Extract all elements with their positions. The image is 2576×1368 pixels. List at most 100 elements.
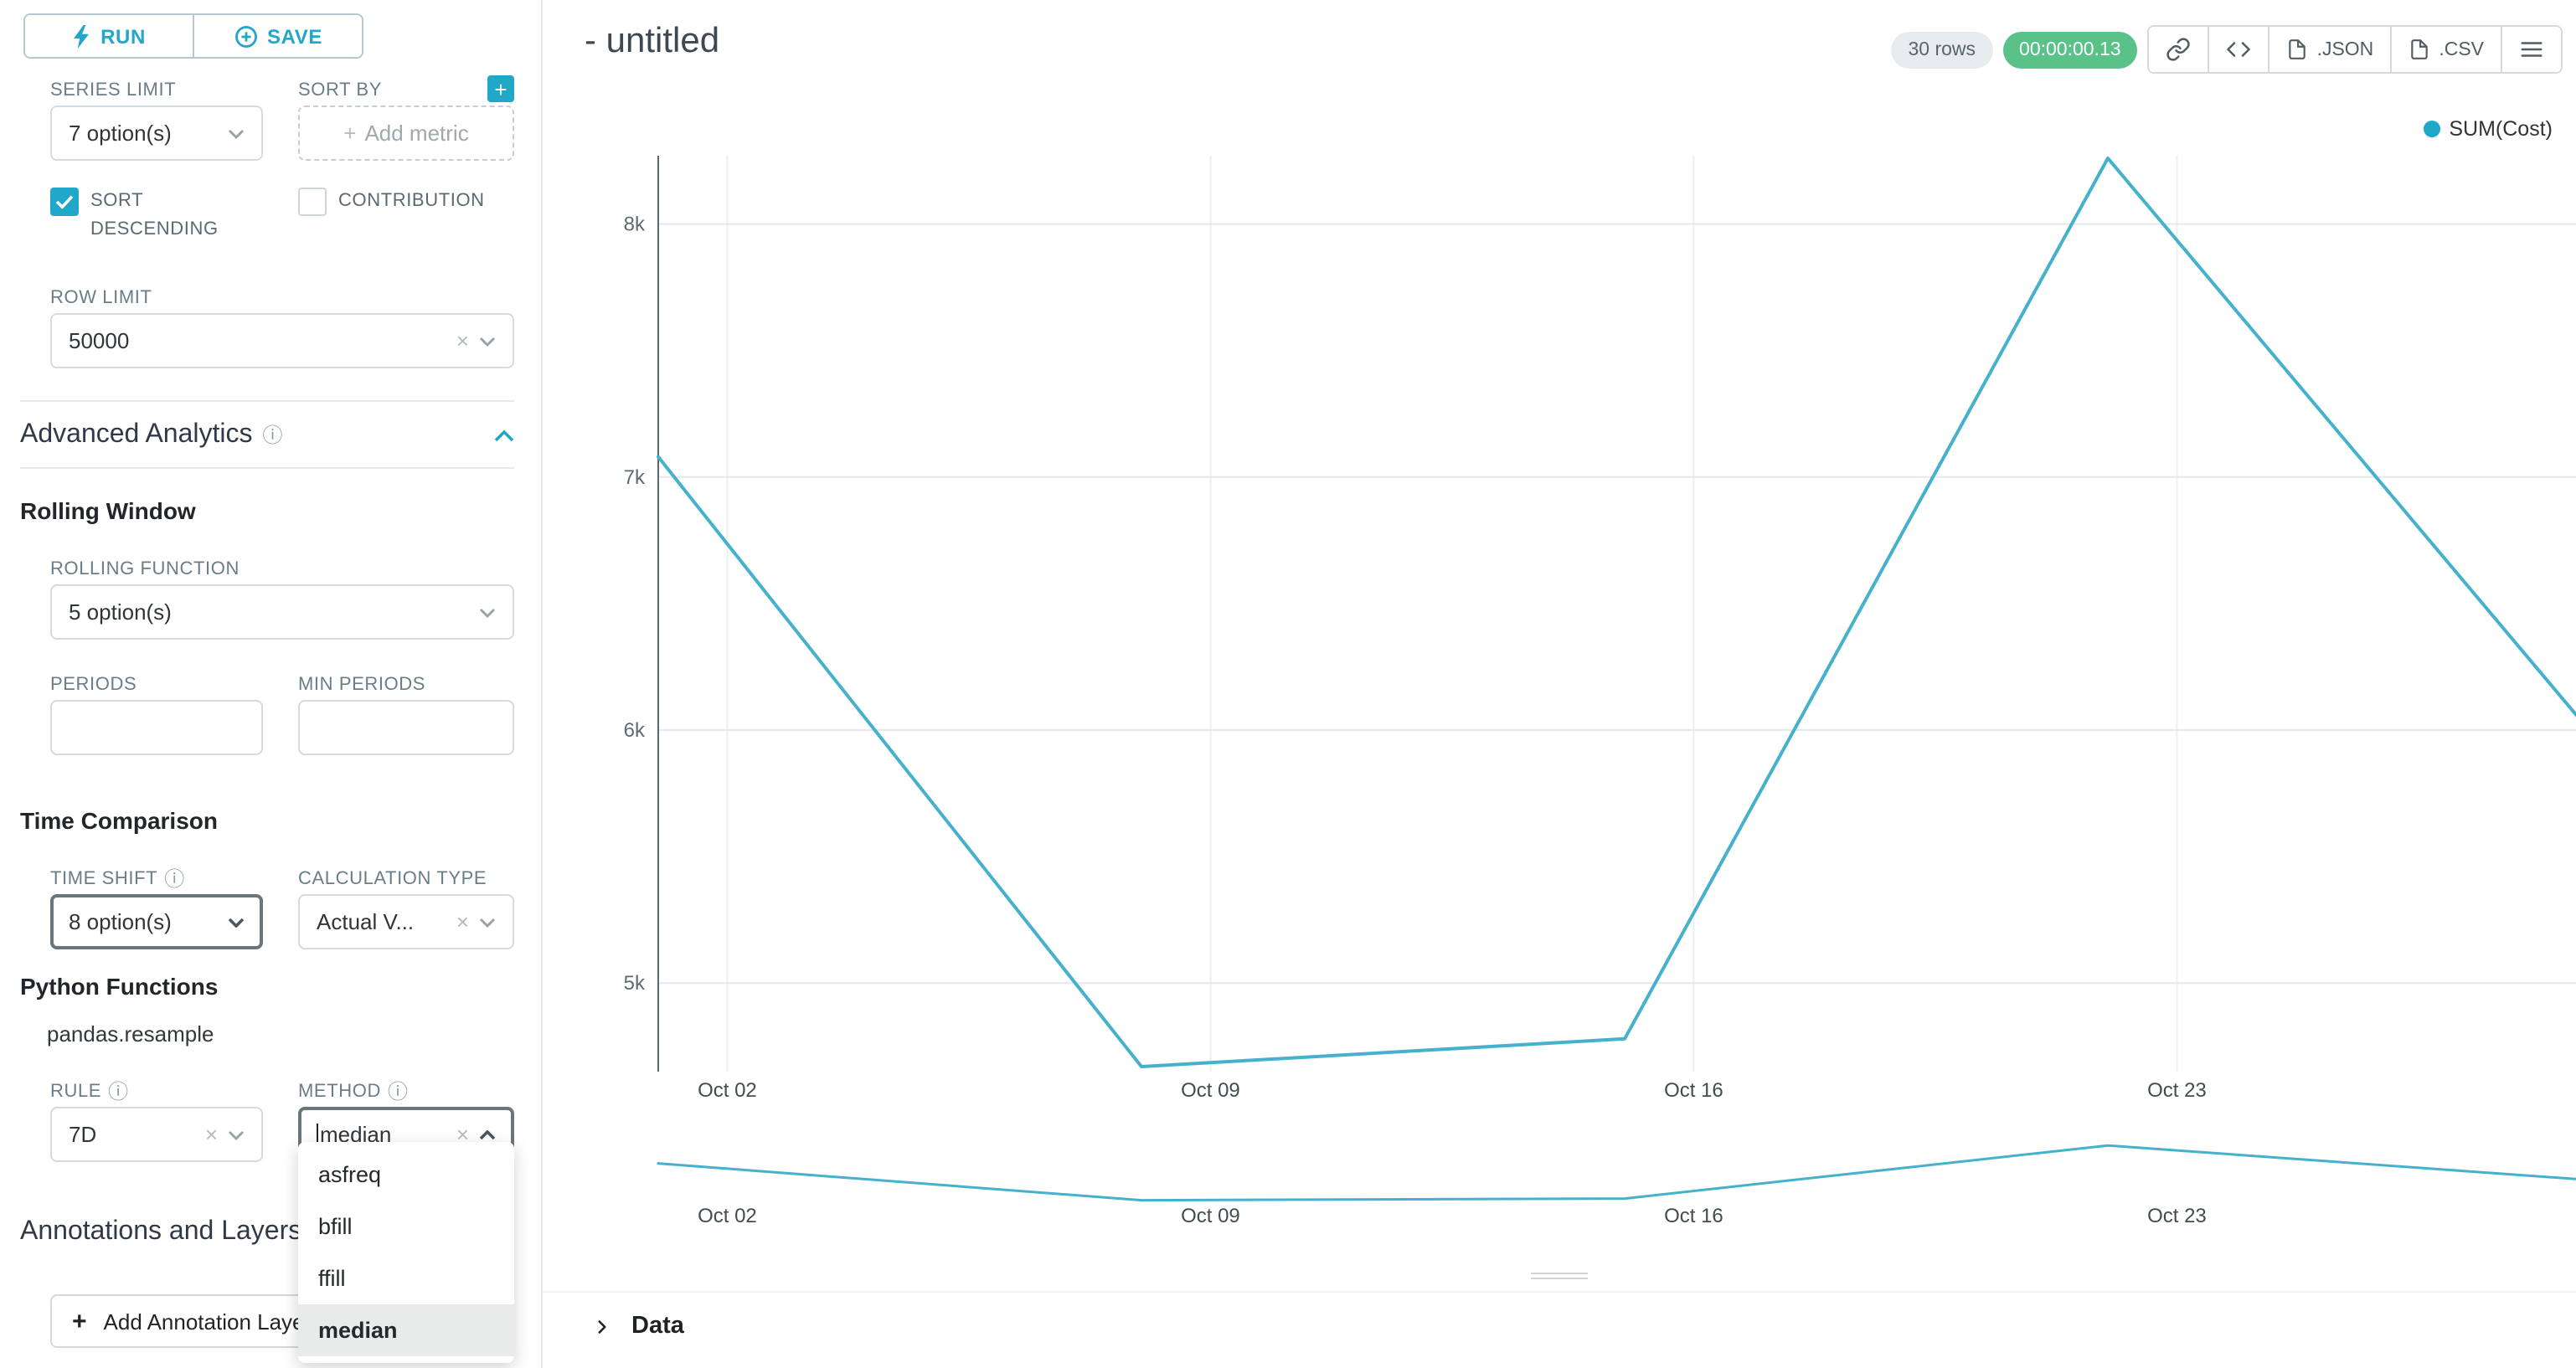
chart-panel: - untitled 30 rows 00:00:00.13 .JSON .CS… — [543, 0, 2576, 1368]
link-icon — [2166, 38, 2191, 61]
time-shift-select[interactable]: 8 option(s) — [50, 894, 263, 950]
more-menu-button[interactable] — [2501, 27, 2561, 72]
rolling-function-label: ROLLING FUNCTION — [50, 559, 240, 580]
add-annotation-layer-label: Add Annotation Layer — [103, 1309, 312, 1335]
svg-text:Oct 16: Oct 16 — [1664, 1079, 1723, 1102]
plus-icon: + — [72, 1307, 87, 1336]
periods-label: PERIODS — [50, 675, 137, 696]
embed-code-button[interactable] — [2208, 27, 2269, 72]
text-cursor — [317, 1123, 318, 1149]
clear-icon[interactable]: × — [204, 1122, 218, 1148]
code-icon — [2227, 42, 2251, 57]
time-shift-label: TIME SHIFT — [50, 869, 158, 890]
calculation-type-value: Actual V... — [317, 909, 415, 935]
control-panel: RUN SAVE SERIES LIMIT 7 option(s) SORT B… — [0, 0, 543, 1368]
svg-text:Oct 02: Oct 02 — [698, 1079, 757, 1102]
check-icon — [55, 195, 74, 209]
panel-resize-handle[interactable] — [1531, 1268, 1588, 1283]
run-button[interactable]: RUN — [25, 15, 193, 57]
lightning-icon — [74, 24, 90, 48]
svg-text:Oct 02: Oct 02 — [698, 1205, 757, 1227]
contribution-label: CONTRIBUTION — [338, 191, 485, 211]
chevron-down-icon — [228, 1129, 245, 1140]
run-save-button-group: RUN SAVE — [23, 13, 363, 59]
method-option-median[interactable]: median — [298, 1304, 514, 1357]
data-panel-toggle[interactable]: Data — [591, 1313, 684, 1340]
info-icon: ⓘ — [262, 424, 283, 448]
data-panel-label: Data — [631, 1313, 684, 1340]
panel-divider — [543, 1291, 2576, 1293]
run-button-label: RUN — [100, 24, 146, 48]
section-divider — [20, 400, 514, 403]
method-option-bfill[interactable]: bfill — [318, 1214, 353, 1240]
info-icon: ⓘ — [387, 1080, 409, 1104]
clear-icon[interactable]: × — [456, 1122, 469, 1148]
add-metric-placeholder: Add metric — [364, 121, 469, 146]
plus-circle-icon — [234, 25, 256, 47]
export-json-label: .JSON — [2316, 39, 2374, 59]
add-metric-plus-button[interactable]: + — [487, 75, 514, 102]
rolling-function-value: 5 option(s) — [69, 599, 172, 625]
query-timer-badge: 00:00:00.13 — [2002, 31, 2138, 68]
series-limit-select[interactable]: 7 option(s) — [50, 105, 263, 161]
chevron-down-icon — [228, 917, 245, 928]
export-csv-label: .CSV — [2439, 39, 2484, 59]
method-menu: asfreq bfill ffill median — [298, 1142, 514, 1364]
method-option-asfreq[interactable]: asfreq — [318, 1162, 382, 1188]
checkbox-box — [50, 188, 79, 216]
annotations-title: Annotations and Layers — [20, 1217, 302, 1247]
svg-text:Oct 23: Oct 23 — [2147, 1079, 2207, 1102]
calculation-type-label: CALCULATION TYPE — [298, 869, 487, 890]
rule-label: RULE — [50, 1082, 102, 1103]
svg-text:Oct 09: Oct 09 — [1181, 1205, 1240, 1227]
method-option-ffill[interactable]: ffill — [318, 1266, 346, 1292]
chevron-up-icon[interactable] — [494, 429, 514, 442]
chart-title[interactable]: - untitled — [585, 22, 720, 60]
row-limit-select[interactable]: 50000 × — [50, 313, 514, 369]
rolling-function-select[interactable]: 5 option(s) — [50, 584, 514, 640]
mini-range-chart[interactable]: Oct 02 Oct 09 Oct 16 Oct 23 — [543, 1132, 2576, 1236]
rule-select[interactable]: 7D × — [50, 1107, 263, 1163]
chevron-down-icon — [479, 607, 496, 618]
line-chart[interactable]: 5k 6k 7k 8k Oct 02 Oct 09 Oct 16 Oct 23 — [543, 151, 2576, 1122]
hamburger-menu-icon — [2521, 42, 2543, 57]
chevron-right-icon — [598, 1319, 606, 1333]
save-button[interactable]: SAVE — [193, 15, 362, 57]
sort-by-label: SORT BY — [298, 80, 382, 100]
row-limit-label: ROW LIMIT — [50, 288, 152, 309]
python-functions-title: Python Functions — [20, 973, 219, 1000]
svg-text:5k: 5k — [624, 972, 646, 995]
contribution-checkbox[interactable]: CONTRIBUTION — [298, 188, 514, 216]
svg-text:7k: 7k — [624, 466, 646, 489]
sort-by-add-metric-dropzone[interactable]: + Add metric — [298, 105, 514, 161]
svg-text:Oct 23: Oct 23 — [2147, 1205, 2207, 1227]
calculation-type-select[interactable]: Actual V... × — [298, 894, 514, 950]
rule-value: 7D — [69, 1122, 97, 1148]
rolling-window-title: Rolling Window — [20, 497, 196, 525]
sort-descending-checkbox[interactable]: SORT DESCENDING — [50, 188, 263, 244]
plus-icon: + — [343, 121, 357, 146]
annotations-header[interactable]: Annotations and Layers — [20, 1217, 514, 1247]
chevron-up-icon — [479, 1129, 496, 1139]
min-periods-input[interactable] — [298, 700, 514, 756]
advanced-analytics-header[interactable]: Advanced Analytics ⓘ — [20, 402, 514, 470]
share-link-button[interactable] — [2149, 27, 2208, 72]
export-json-button[interactable]: .JSON — [2268, 27, 2391, 72]
pandas-resample-label: pandas.resample — [47, 1021, 214, 1047]
svg-text:8k: 8k — [624, 213, 646, 236]
sort-descending-label: SORT DESCENDING — [90, 191, 219, 240]
time-comparison-title: Time Comparison — [20, 807, 218, 835]
chevron-down-icon — [228, 128, 245, 138]
export-button-group: .JSON .CSV — [2147, 25, 2563, 74]
legend-item-sum-cost[interactable]: SUM(Cost) — [2424, 117, 2553, 141]
time-shift-value: 8 option(s) — [69, 909, 172, 935]
checkbox-box — [298, 188, 327, 216]
clear-icon[interactable]: × — [456, 328, 469, 354]
clear-icon[interactable]: × — [456, 909, 469, 935]
save-button-label: SAVE — [267, 24, 322, 48]
info-icon: ⓘ — [108, 1080, 129, 1104]
export-csv-button[interactable]: .CSV — [2390, 27, 2501, 72]
series-limit-value: 7 option(s) — [69, 121, 172, 146]
periods-input[interactable] — [50, 700, 263, 756]
